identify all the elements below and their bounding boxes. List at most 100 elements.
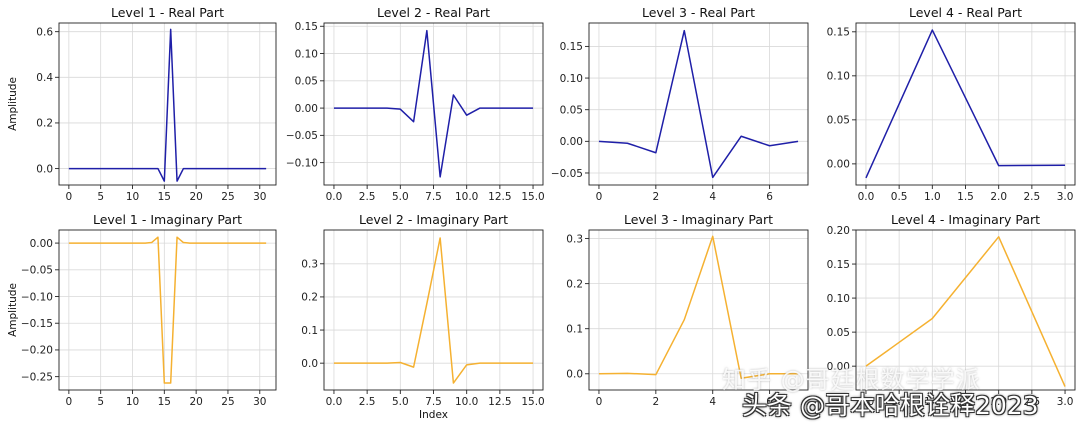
subplot-title: Level 3 - Real Part [642, 5, 755, 20]
subplot-6: 0.0 2.5 5.0 7.5 10.0 12.5 15.0 0.0 0.1 0.2 0.3 Leve… [301, 212, 544, 421]
x-tick-label: 5.0 [392, 396, 409, 408]
x-tick-label: 5.0 [392, 191, 409, 203]
subplot-4: 0.0 0.5 1.0 1.5 2.0 2.5 3.0 0.00 0.05 0.10 0.15 Lev… [827, 5, 1076, 203]
x-tick-label: 0 [596, 191, 603, 203]
x-tick-label: 2.5 [1024, 191, 1041, 203]
subplot-title: Level 2 - Real Part [377, 5, 490, 20]
x-tick-label: 0.5 [891, 191, 908, 203]
x-tick-label: 15 [158, 396, 171, 408]
x-tick-label: 12.5 [488, 191, 511, 203]
x-tick-label: 10.0 [455, 396, 478, 408]
x-tick-label: 5 [97, 396, 104, 408]
y-axis-label: Amplitude [7, 77, 19, 131]
x-tick-label: 2.5 [1024, 396, 1041, 408]
x-tick-label: 2.5 [359, 396, 376, 408]
x-tick-label: 30 [253, 191, 266, 203]
subplot-2: 0.0 2.5 5.0 7.5 10.0 12.5 15.0 −0.10 −0.05 0.00 0.… [286, 5, 545, 203]
y-tick-label: 0.3 [301, 259, 318, 271]
x-tick-label: 6 [766, 191, 773, 203]
x-tick-label: 7.5 [425, 191, 442, 203]
y-tick-label: 0.15 [827, 27, 850, 39]
x-tick-label: 7.5 [425, 396, 442, 408]
x-tick-label: 4 [709, 191, 716, 203]
x-tick-label: 0.0 [858, 191, 875, 203]
subplot-3: 0 2 4 6 −0.05 0.00 0.05 0.10 0.15 Level 3 - Real … [551, 5, 809, 203]
y-tick-label: 0.10 [827, 71, 850, 83]
subplot-7: 0 2 4 6 0.0 0.1 0.2 0.3 Level 3 - Imaginary Part [566, 212, 809, 408]
x-tick-label: 12.5 [488, 396, 511, 408]
x-tick-label: 0 [66, 396, 73, 408]
x-tick-label: 0.0 [858, 396, 875, 408]
subplot-title: Level 3 - Imaginary Part [624, 212, 773, 227]
y-tick-label: −0.05 [286, 130, 318, 142]
y-tick-label: 0.10 [560, 73, 583, 85]
y-tick-label: −0.10 [286, 157, 318, 169]
y-tick-label: 0.05 [827, 115, 850, 127]
subplot-title: Level 2 - Imaginary Part [359, 212, 508, 227]
y-tick-label: 0.10 [827, 293, 850, 305]
x-tick-label: 6 [766, 396, 773, 408]
y-tick-label: 0.0 [566, 369, 583, 381]
x-tick-label: 1.5 [957, 396, 974, 408]
x-tick-label: 25 [221, 191, 234, 203]
y-tick-label: 0.2 [566, 278, 583, 290]
series-line [598, 29, 799, 179]
axes-frame [588, 229, 809, 391]
subplot-title: Level 1 - Imaginary Part [93, 212, 242, 227]
x-tick-label: 10 [126, 396, 139, 408]
series-line [865, 29, 1066, 179]
x-tick-label: 0.5 [891, 396, 908, 408]
y-tick-label: −0.25 [21, 371, 53, 383]
x-axis-label: Index [419, 409, 448, 421]
x-tick-label: 3.0 [1057, 191, 1074, 203]
y-tick-label: 0.20 [827, 225, 850, 237]
x-tick-label: 20 [189, 396, 202, 408]
x-tick-label: 3.0 [1057, 396, 1074, 408]
subplot-8: 0.0 0.5 1.0 1.5 2.0 2.5 3.0 0.00 0.05 0.10 0.15 0.2… [827, 212, 1076, 408]
x-tick-label: 15.0 [521, 396, 544, 408]
x-tick-label: 2.5 [359, 191, 376, 203]
x-tick-label: 0 [596, 396, 603, 408]
x-tick-label: 2.0 [990, 191, 1007, 203]
series-line [333, 237, 534, 384]
y-tick-label: 0.00 [560, 136, 583, 148]
series-line [68, 236, 267, 384]
y-axis-label: Amplitude [7, 283, 19, 337]
y-tick-label: 0.00 [827, 361, 850, 373]
x-tick-label: 4 [709, 396, 716, 408]
y-tick-label: 0.05 [560, 104, 583, 116]
subplot-title: Level 4 - Real Part [909, 5, 1022, 20]
series-line [865, 236, 1066, 387]
y-tick-label: 0.00 [827, 159, 850, 171]
series-line [333, 29, 534, 178]
x-tick-label: 2.0 [990, 396, 1007, 408]
y-tick-label: 0.2 [36, 118, 53, 130]
y-tick-label: 0.0 [36, 163, 53, 175]
axes-frame [58, 229, 277, 391]
x-tick-label: 0.0 [326, 191, 343, 203]
y-tick-label: −0.10 [21, 291, 53, 303]
y-tick-label: 0.4 [36, 72, 53, 84]
x-tick-label: 5 [97, 191, 104, 203]
y-tick-label: 0.00 [30, 238, 53, 250]
y-tick-label: 0.15 [560, 41, 583, 53]
subplot-1: 0 5 10 15 20 25 30 0.0 0.2 0.4 0.6 Level 1 - Real P… [7, 5, 277, 203]
y-tick-label: 0.2 [301, 292, 318, 304]
x-tick-label: 30 [253, 396, 266, 408]
x-tick-label: 1.0 [924, 396, 941, 408]
x-tick-label: 2 [652, 191, 659, 203]
y-tick-label: −0.05 [551, 168, 583, 180]
x-tick-label: 0.0 [326, 396, 343, 408]
y-tick-label: 0.3 [566, 233, 583, 245]
y-tick-label: 0.15 [295, 21, 318, 33]
y-tick-label: 0.1 [566, 324, 583, 336]
y-tick-label: −0.20 [21, 345, 53, 357]
x-tick-label: 20 [189, 191, 202, 203]
y-tick-label: 0.05 [827, 327, 850, 339]
series-line [68, 28, 267, 182]
subplot-title: Level 1 - Real Part [111, 5, 224, 20]
subplot-5: 0 5 10 15 20 25 30 0.00 −0.05 −0.10 −0.15 −0.20 −0.2… [7, 212, 277, 408]
x-tick-label: 10 [126, 191, 139, 203]
axes-frame [588, 22, 809, 186]
